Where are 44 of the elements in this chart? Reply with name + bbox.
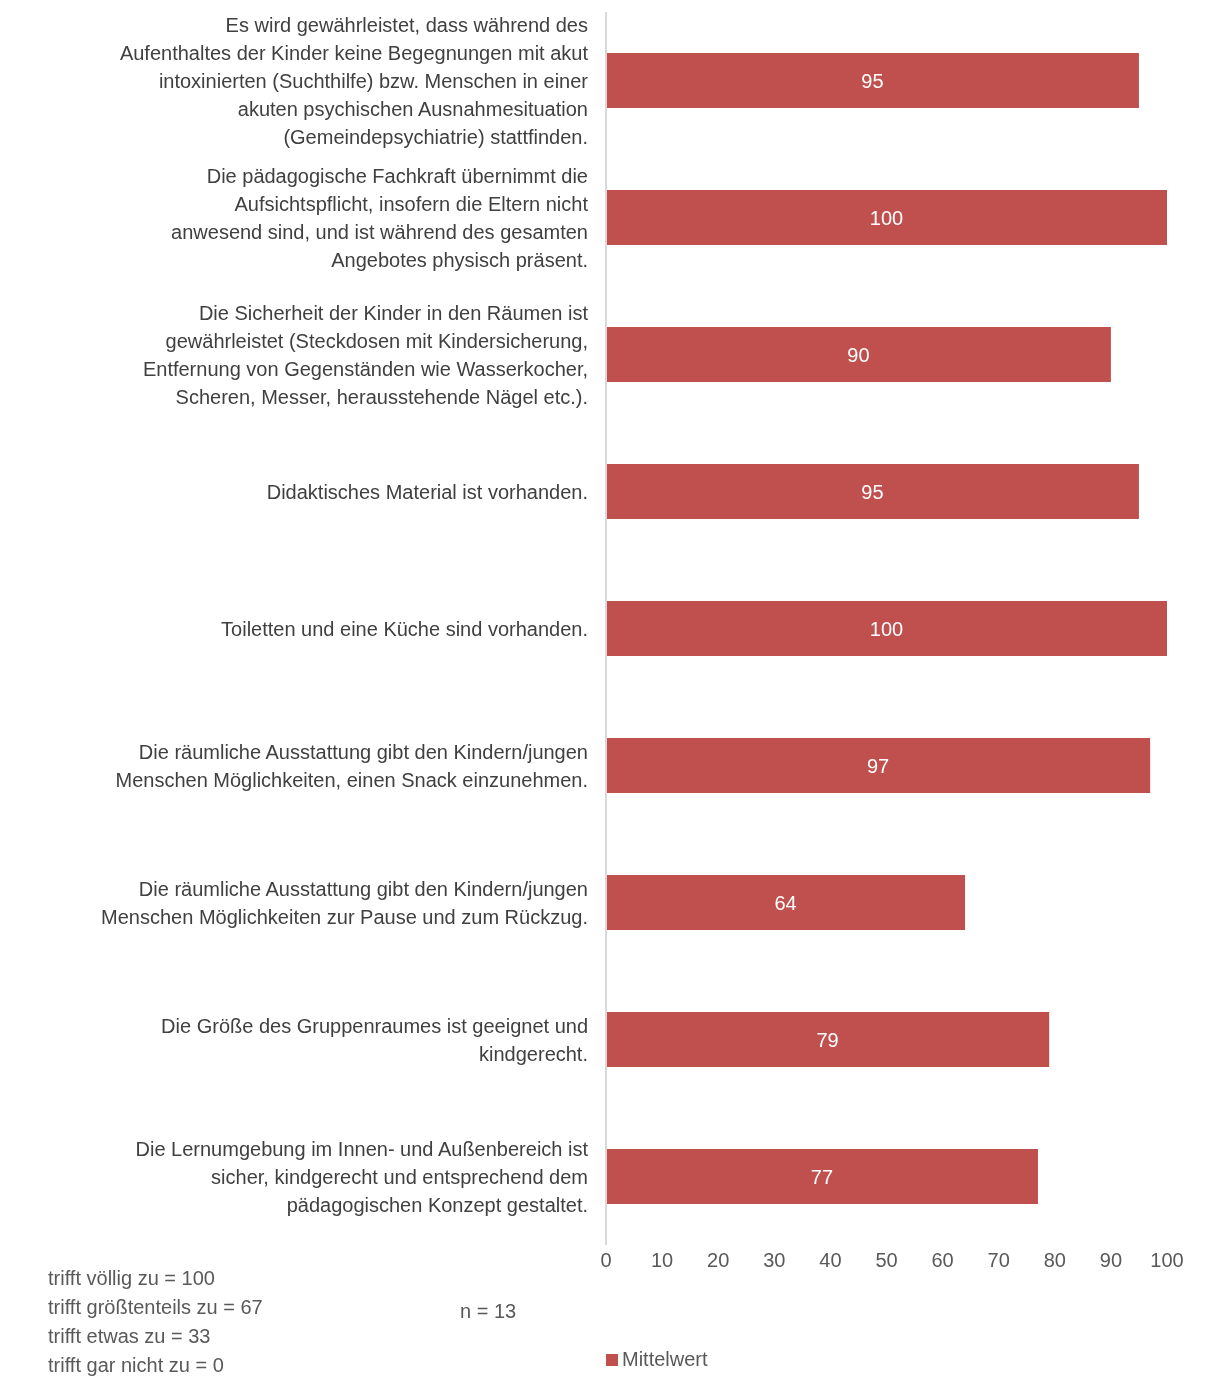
data-label: 100	[869, 206, 904, 229]
y-tick-label: Die räumliche Ausstattung gibt den Kindern/jungen Menschen Möglichkeiten, einen Snack einzunehmen.	[115, 740, 588, 791]
bar	[606, 53, 1139, 109]
text: trifft gar nicht zu = 0	[48, 1353, 225, 1378]
y-tick-label: Die Sicherheit der Kinder in den Räumen ist gewährleistet (Steckdosen mit Kindersicherung, Entfernung von Gegenständen wie Wasserkocher, Scheren, Messer, herausstehende Nägel etc.).	[142, 301, 589, 408]
text: n = 13	[460, 1300, 517, 1323]
x-tick-label: 100	[1150, 1249, 1184, 1272]
data-label: 90	[847, 343, 870, 366]
text: trifft völlig zu = 100	[48, 1266, 216, 1291]
x-tick-label: 70	[987, 1249, 1010, 1272]
data-label: 95	[861, 69, 884, 92]
bar	[606, 1012, 1050, 1068]
x-tick-label: 80	[1043, 1249, 1066, 1272]
data-label: 79	[816, 1028, 839, 1051]
x-tick-label: 10	[650, 1249, 674, 1272]
x-tick-label: 60	[931, 1249, 954, 1272]
y-tick-label: Die Größe des Gruppenraumes ist geeignet und kindgerecht.	[161, 1014, 588, 1065]
legend-label: Mittelwert	[621, 1348, 708, 1371]
text: trifft etwas zu = 33	[48, 1324, 212, 1349]
bar	[606, 875, 966, 931]
x-tick-label: 20	[707, 1249, 730, 1272]
bar	[606, 601, 1167, 657]
y-tick-label: Toiletten und eine Küche sind vorhanden.	[221, 617, 588, 640]
x-tick-label: 90	[1099, 1249, 1123, 1272]
data-label: 64	[774, 891, 797, 914]
x-tick-label: 40	[819, 1249, 842, 1272]
data-label: 100	[869, 617, 904, 640]
y-tick-label: Die Lernumgebung im Innen- und Außenbereich ist sicher, kindgerecht und entsprechend dem pädagogischen Konzept gestaltet.	[135, 1137, 589, 1216]
bar	[606, 190, 1167, 246]
text: trifft größtenteils zu = 67	[48, 1295, 263, 1320]
bar	[606, 327, 1111, 383]
bar	[606, 1149, 1038, 1205]
data-label: 95	[861, 480, 884, 503]
y-tick-label: Didaktisches Material ist vorhanden.	[266, 480, 588, 503]
data-label: 97	[866, 754, 890, 777]
x-tick-label: 30	[763, 1249, 786, 1272]
x-tick-label: 50	[875, 1249, 898, 1272]
bar	[606, 464, 1139, 520]
y-tick-label: Es wird gewährleistet, dass während des Aufenthaltes der Kinder keine Begegnungen mit akut intoxinierten (Suchthilfe) bzw. Menschen in einer akuten psychischen Ausnahmesituation (Gemeindepsychiatrie) stattfinden.	[119, 13, 589, 148]
x-tick-label: 0	[600, 1249, 612, 1272]
y-tick-label: Die pädagogische Fachkraft übernimmt die Aufsichtspflicht, insofern die Eltern nicht anwesend sind, und ist während des gesamten Angebotes physisch präsent.	[171, 164, 589, 271]
bar	[606, 738, 1151, 794]
data-label: 77	[810, 1165, 834, 1188]
y-tick-label: Die räumliche Ausstattung gibt den Kindern/jungen Menschen Möglichkeiten zur Pause und zum Rückzug.	[101, 877, 588, 928]
